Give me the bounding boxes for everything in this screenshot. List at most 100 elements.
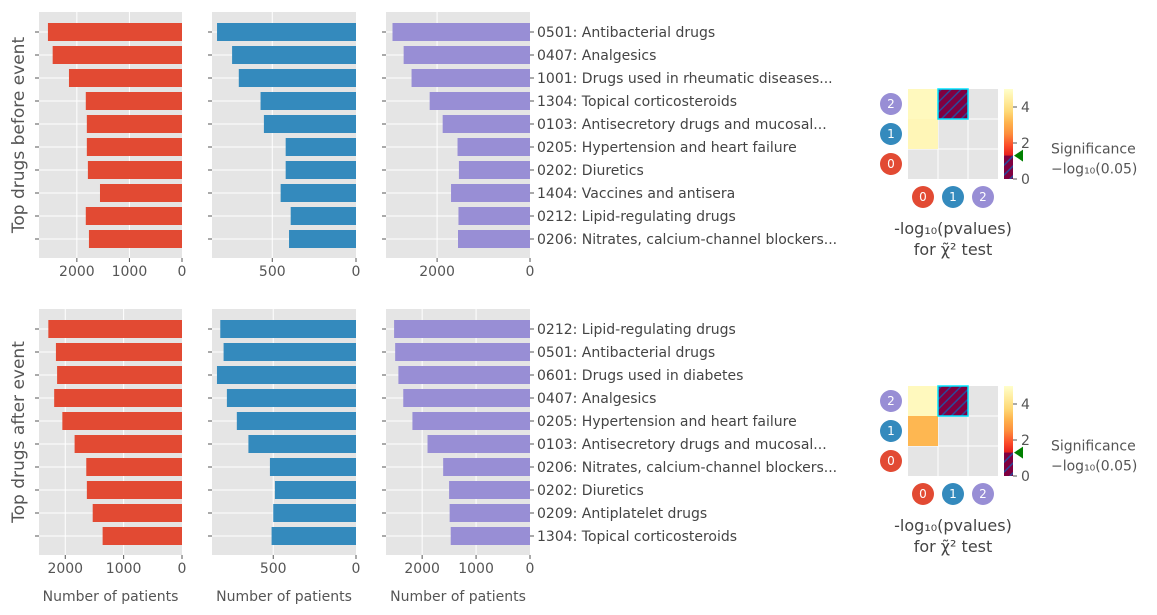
heatmap-title: -log₁₀(pvalues): [894, 516, 1012, 535]
cohort-marker: [880, 123, 902, 145]
bar: [92, 504, 182, 522]
x-tick-label: 2000: [404, 561, 440, 577]
bar: [99, 184, 182, 202]
cohort-marker: [880, 153, 902, 175]
bar: [248, 435, 356, 453]
x-tick-label: 0: [352, 264, 361, 280]
category-label: 0206: Nitrates, calcium-channel blockers…: [537, 232, 837, 248]
cohort-marker: [912, 186, 934, 208]
category-label: 0601: Drugs used in diabetes: [537, 368, 743, 384]
cohort-marker-label: 1: [887, 424, 895, 438]
category-label: 0407: Analgesics: [537, 48, 656, 64]
bar: [457, 138, 530, 156]
bar: [226, 389, 356, 407]
bar: [394, 320, 530, 338]
bar: [403, 389, 530, 407]
cohort-marker-label: 0: [919, 487, 927, 501]
category-label: 1404: Vaccines and antisera: [537, 186, 735, 202]
bar: [274, 481, 356, 499]
bar: [86, 138, 182, 156]
bar: [74, 435, 182, 453]
bar: [443, 458, 530, 476]
heatmap-cell: [908, 386, 938, 416]
x-tick-label: 2000: [59, 264, 95, 280]
cohort-marker-label: 1: [887, 127, 895, 141]
significance-marker: [1014, 149, 1023, 162]
x-tick-label: 1000: [112, 264, 148, 280]
colorbar-tick-label: 4: [1021, 100, 1030, 116]
category-label: 0501: Antibacterial drugs: [537, 345, 715, 361]
bar: [223, 343, 356, 361]
category-label: 0501: Antibacterial drugs: [537, 25, 715, 41]
x-tick-label: 2000: [47, 561, 83, 577]
bar: [395, 343, 530, 361]
bar: [429, 92, 530, 110]
colorbar-tick-label: 0: [1021, 172, 1030, 188]
cohort-marker: [880, 450, 902, 472]
bar: [280, 184, 356, 202]
category-label: 0103: Antisecretory drugs and mucosal...: [537, 117, 827, 133]
bar: [62, 412, 182, 430]
significance-label: Significance: [1051, 142, 1136, 158]
bar: [458, 161, 530, 179]
bar: [85, 92, 182, 110]
cohort-marker-label: 1: [949, 190, 957, 204]
x-tick-label: 500: [259, 264, 286, 280]
significance-label: −log₁₀(0.05): [1051, 459, 1137, 475]
x-tick-label: 500: [260, 561, 287, 577]
cohort-marker-label: 2: [979, 487, 987, 501]
cohort-marker: [880, 390, 902, 412]
bar: [449, 481, 530, 499]
bar: [450, 527, 530, 545]
cohort-marker-label: 0: [887, 454, 895, 468]
bar: [273, 504, 356, 522]
cohort-marker: [880, 420, 902, 442]
x-tick-label: 0: [178, 264, 187, 280]
category-label: 0407: Analgesics: [537, 391, 656, 407]
category-label: 0205: Hypertension and heart failure: [537, 414, 797, 430]
x-tick-label: 1000: [106, 561, 142, 577]
significance-label: −log₁₀(0.05): [1051, 162, 1137, 178]
bar: [216, 366, 356, 384]
cohort-marker: [972, 186, 994, 208]
bar: [102, 527, 182, 545]
bar: [403, 46, 530, 64]
bar: [412, 412, 530, 430]
bar: [47, 23, 182, 41]
bar: [48, 320, 182, 338]
bar: [269, 458, 356, 476]
bar: [398, 366, 530, 384]
cohort-marker: [942, 186, 964, 208]
bar: [86, 481, 182, 499]
colorbar-tick-label: 4: [1021, 397, 1030, 413]
heatmap-cell: [908, 119, 938, 149]
x-tick-label: 0: [352, 561, 361, 577]
x-tick-label: 0: [526, 561, 535, 577]
y-axis-label: Top drugs before event: [9, 37, 29, 235]
cohort-marker-label: 2: [887, 97, 895, 111]
x-tick-label: 0: [178, 561, 187, 577]
significance-label: Significance: [1051, 439, 1136, 455]
colorbar-nonsignificant-band: [1004, 452, 1013, 476]
bar: [285, 161, 356, 179]
bar: [52, 46, 183, 64]
category-label: 0103: Antisecretory drugs and mucosal...: [537, 437, 827, 453]
cohort-marker: [912, 483, 934, 505]
category-label: 0209: Antiplatelet drugs: [537, 506, 707, 522]
bar: [260, 92, 356, 110]
category-label: 0202: Diuretics: [537, 483, 644, 499]
colorbar: [1004, 386, 1013, 476]
bar: [263, 115, 356, 133]
bar: [449, 504, 530, 522]
x-tick-label: 0: [526, 264, 535, 280]
x-axis-label: Number of patients: [390, 589, 526, 605]
colorbar: [1004, 89, 1013, 179]
bar: [88, 230, 182, 248]
cohort-marker: [942, 483, 964, 505]
heatmap-title: for χ̃² test: [914, 240, 993, 259]
category-label: 0212: Lipid-regulating drugs: [537, 209, 736, 225]
colorbar-tick-label: 2: [1021, 136, 1030, 152]
bar: [86, 458, 182, 476]
